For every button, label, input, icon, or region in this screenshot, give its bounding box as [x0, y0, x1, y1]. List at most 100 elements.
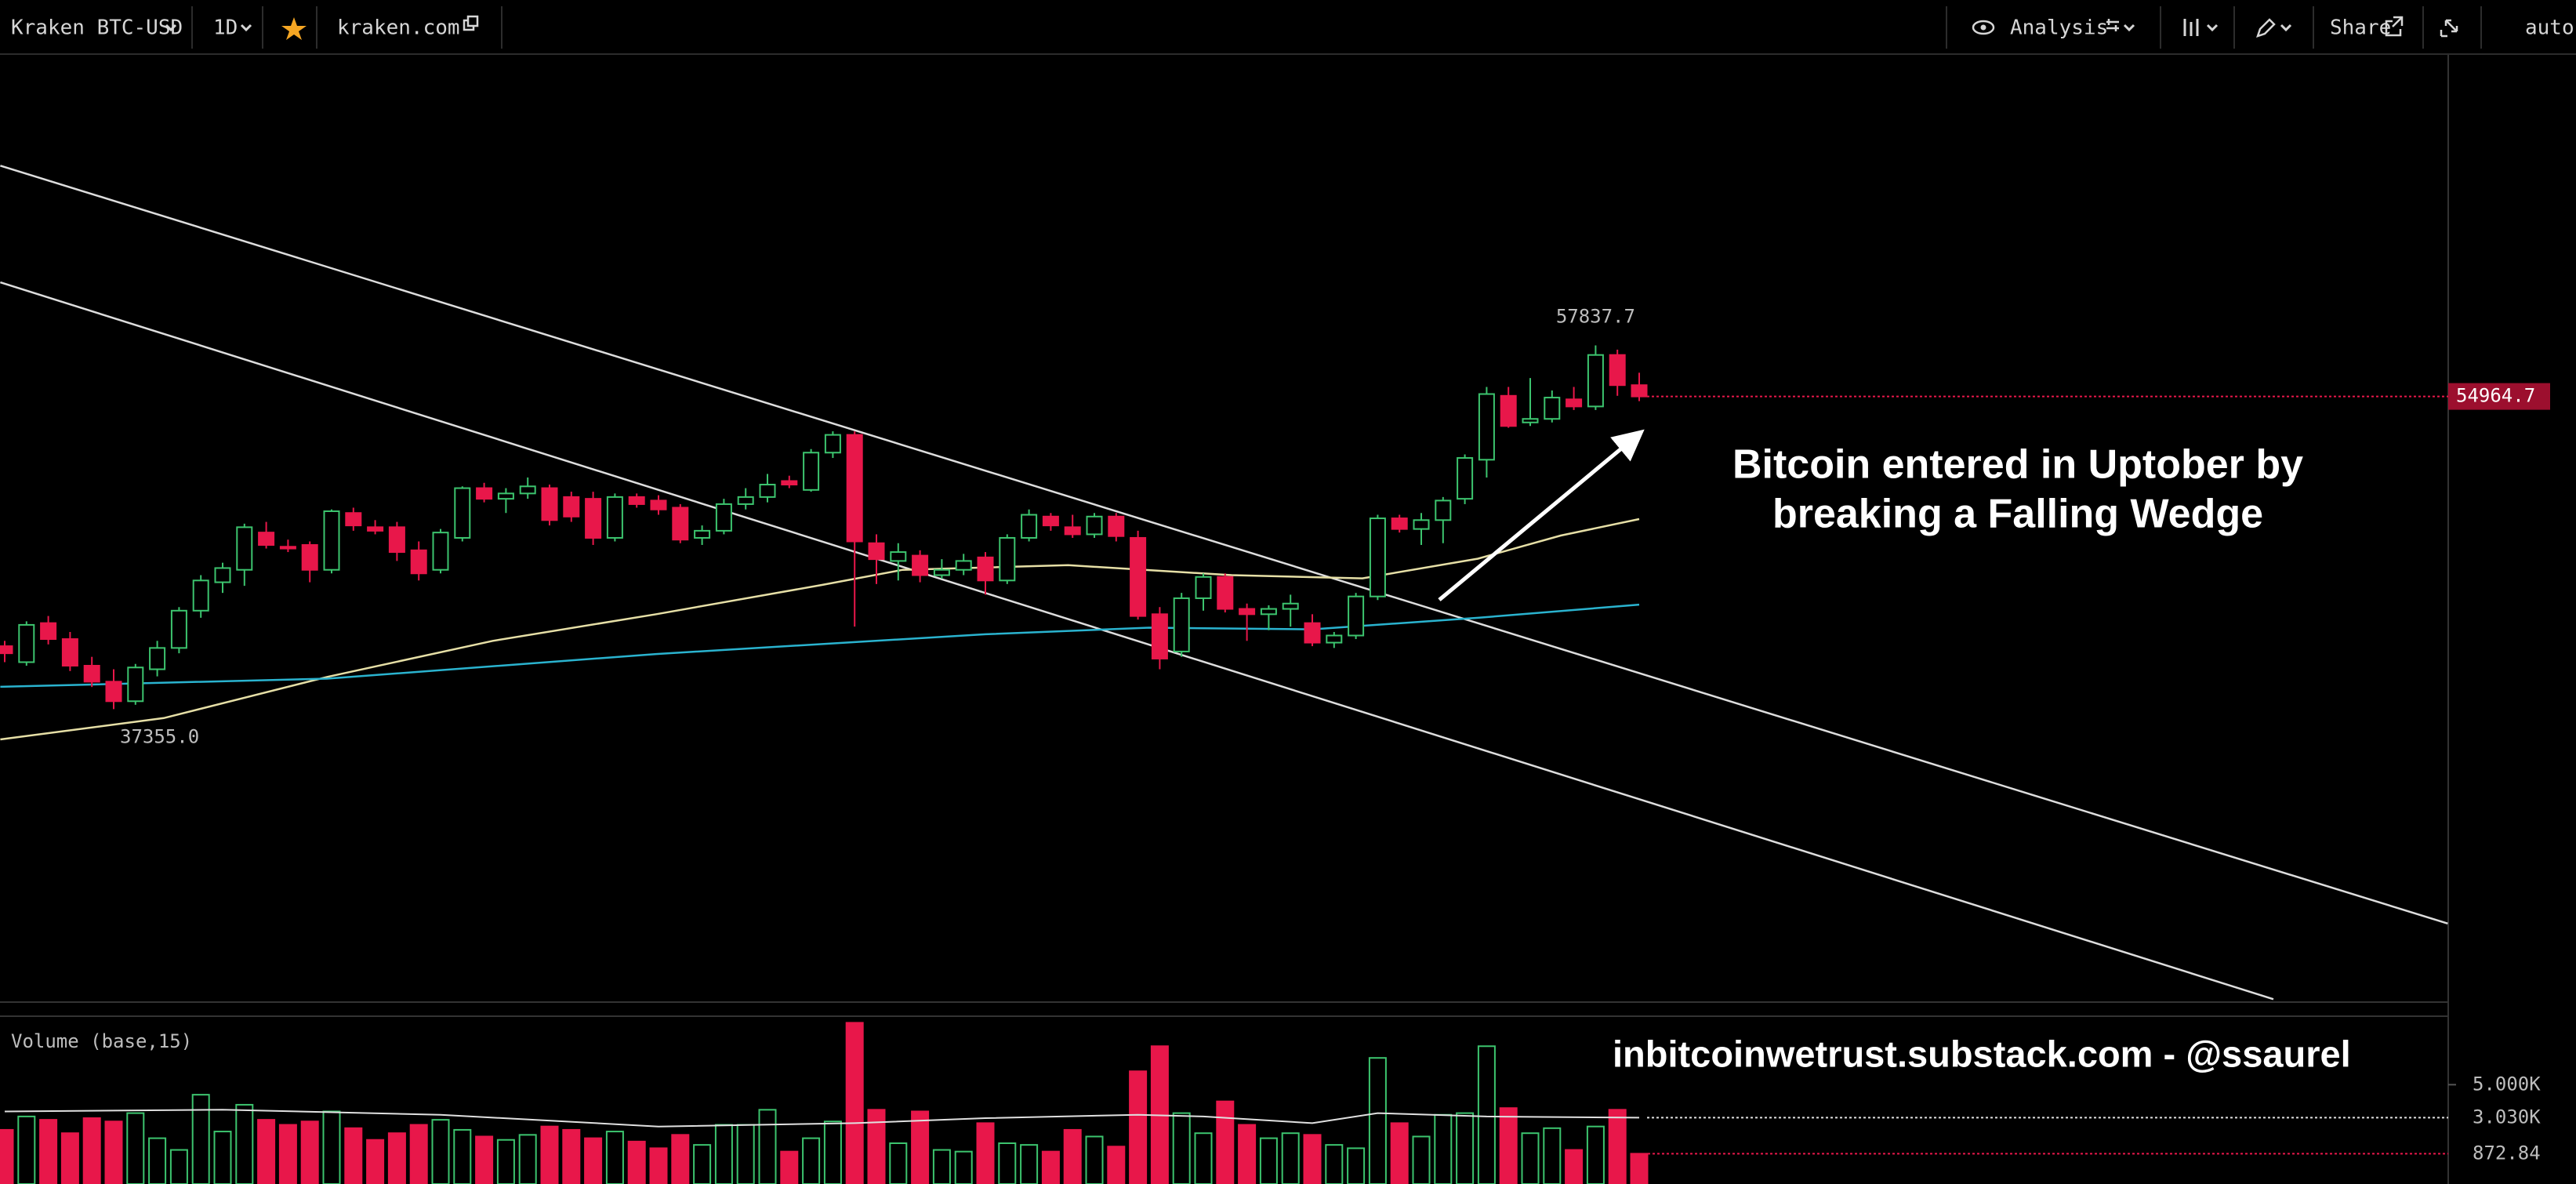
- volume-bar: [300, 1120, 319, 1184]
- volume-bar: [1390, 1122, 1409, 1184]
- high-label: 57837.7: [1556, 306, 1635, 328]
- moving-average: [0, 518, 1640, 741]
- volume-bar: [1281, 1132, 1300, 1184]
- symbol[interactable]: Kraken BTC-USD: [11, 16, 183, 40]
- volume-bar: [780, 1150, 799, 1184]
- scale-mode[interactable]: auto: [2525, 16, 2574, 40]
- candle-body: [1326, 634, 1343, 644]
- exchange[interactable]: kraken.com: [337, 16, 460, 40]
- volume-bar: [344, 1127, 363, 1184]
- volume-bar: [17, 1115, 36, 1184]
- last-price-label: 54964.7: [2456, 385, 2535, 407]
- candle-body: [170, 609, 187, 649]
- price-panel: [0, 165, 2448, 1001]
- candle-body: [410, 549, 427, 575]
- volume-bar: [1238, 1124, 1257, 1184]
- candle-body: [127, 666, 144, 703]
- candle-body: [61, 638, 78, 667]
- volume-bar: [889, 1142, 908, 1184]
- candle-body: [301, 544, 318, 571]
- volume-bar: [213, 1131, 232, 1184]
- candle-body: [1587, 354, 1604, 408]
- interval[interactable]: 1D: [213, 16, 238, 40]
- candle-body: [1457, 457, 1474, 500]
- volume-bar: [845, 1022, 864, 1184]
- volume-bar: [1194, 1132, 1213, 1184]
- low-label: 37355.0: [120, 725, 199, 747]
- candle-body: [737, 496, 754, 505]
- candle-body: [803, 452, 820, 491]
- volume-bar: [911, 1110, 930, 1184]
- annotation-arrow: [1438, 429, 1645, 601]
- volume-bar: [649, 1147, 668, 1184]
- chart-style-button[interactable]: [2183, 19, 2219, 36]
- trendline: [0, 281, 2274, 1001]
- volume-bar: [278, 1124, 297, 1184]
- exchange-link[interactable]: kraken.com: [337, 15, 479, 40]
- candle-body: [759, 484, 776, 498]
- candle-body: [432, 532, 449, 571]
- pencil-icon: [2256, 18, 2276, 38]
- volume-bar: [758, 1109, 777, 1184]
- candle-body: [1086, 515, 1103, 536]
- candle-body: [258, 532, 275, 547]
- volume-bar: [714, 1124, 733, 1184]
- eye-icon: [1972, 20, 1995, 35]
- volume-bar: [976, 1122, 995, 1184]
- volume-bar: [1085, 1135, 1104, 1184]
- volume-bar: [1368, 1057, 1387, 1184]
- chevron: [2123, 24, 2135, 32]
- candle-body: [541, 487, 558, 521]
- candle-body: [1413, 519, 1430, 530]
- volume-bar: [1020, 1144, 1039, 1184]
- external-icon: [2385, 16, 2404, 37]
- volume-bar: [1259, 1137, 1278, 1184]
- volume-bar: [387, 1132, 406, 1184]
- interval-button[interactable]: 1D: [213, 16, 252, 40]
- candle-body: [83, 665, 100, 683]
- volume-bar: [1477, 1045, 1496, 1184]
- candle-body: [1348, 595, 1365, 637]
- volume-bar: [1608, 1109, 1627, 1184]
- share[interactable]: Share: [2330, 16, 2391, 40]
- candle-body: [1435, 499, 1452, 521]
- moving-average: [0, 603, 1640, 688]
- chevron: [2206, 24, 2219, 32]
- candle-body: [1544, 397, 1561, 420]
- volume-bar: [1347, 1147, 1366, 1184]
- candle-body: [846, 434, 863, 543]
- symbol-button[interactable]: Kraken BTC-USD: [11, 16, 183, 40]
- volume-bar: [496, 1139, 515, 1184]
- volume-bar: [0, 1128, 14, 1184]
- share-button[interactable]: Share: [2330, 16, 2404, 40]
- trendline: [0, 165, 2448, 924]
- analysis-button[interactable]: Analysis: [1972, 16, 2135, 40]
- analysis[interactable]: Analysis: [2010, 16, 2108, 40]
- volume-bar: [562, 1128, 581, 1184]
- candle-body: [1021, 514, 1038, 539]
- chevron: [240, 24, 252, 32]
- favorite-star[interactable]: [281, 17, 307, 40]
- volume-bar: [932, 1149, 951, 1184]
- volume-bar: [627, 1140, 646, 1184]
- volume-bar: [169, 1149, 188, 1184]
- volume-bar: [1107, 1146, 1126, 1184]
- volume-bar: [584, 1137, 603, 1184]
- volume-bar: [82, 1117, 101, 1184]
- volume-bar: [867, 1109, 886, 1184]
- candle-body: [1304, 622, 1321, 644]
- volume-bar: [1325, 1144, 1344, 1184]
- volume-bar: [453, 1128, 472, 1184]
- candle-body: [563, 496, 580, 518]
- fullscreen-button[interactable]: [2440, 19, 2458, 38]
- draw-button[interactable]: [2256, 18, 2292, 38]
- volume-bar: [1630, 1153, 1649, 1184]
- toolbar-bg: [0, 0, 2576, 54]
- candle-body: [1239, 608, 1256, 616]
- annotation-line: breaking a Falling Wedge: [1772, 492, 2263, 537]
- volume-bar: [823, 1120, 842, 1184]
- volume-bar: [322, 1110, 341, 1184]
- volume-bar: [736, 1124, 755, 1184]
- volume-title: Volume (base,15): [11, 1030, 192, 1052]
- volume-bar: [409, 1124, 428, 1184]
